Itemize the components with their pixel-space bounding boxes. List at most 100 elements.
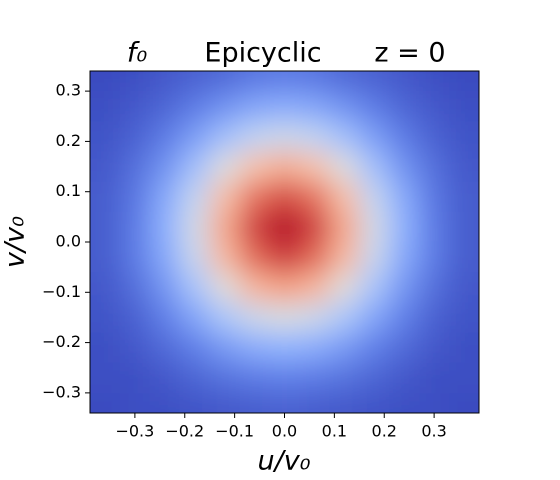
heatmap-cell [90, 392, 121, 413]
heatmap-cell [329, 392, 360, 413]
heatmap-cell [239, 272, 271, 303]
heatmap-cell [389, 362, 420, 394]
heatmap-cell [329, 181, 360, 213]
heatmap-cell [119, 362, 151, 394]
x-tick-label: 0.0 [272, 422, 297, 441]
heatmap-cell [299, 211, 330, 243]
heatmap-cell [179, 362, 211, 394]
heatmap-cell [209, 332, 241, 364]
heatmap-cell [269, 332, 300, 364]
y-tick-label: 0.2 [56, 131, 81, 150]
heatmap-cell [269, 151, 300, 183]
heatmap-cell [209, 151, 241, 183]
heatmap-cell [90, 332, 121, 364]
heatmap-cell [119, 332, 151, 364]
heatmap-cell [389, 121, 420, 152]
x-tick-label: −0.3 [115, 422, 154, 441]
heatmap-cell [329, 302, 360, 334]
x-tick-label: −0.2 [165, 422, 204, 441]
heatmap-cell [239, 71, 271, 92]
heatmap-cell [359, 91, 390, 122]
heatmap-cell [359, 302, 390, 334]
heatmap-cell [329, 121, 360, 152]
title-left: f₀ [127, 38, 148, 69]
heatmap-cell [239, 211, 271, 243]
heatmap-cell [389, 242, 420, 273]
heatmap-cell [389, 91, 420, 122]
heatmap-cell [149, 272, 181, 303]
heatmap-cell [449, 181, 479, 213]
heatmap-cell [179, 181, 211, 213]
heatmap-cell [449, 272, 479, 303]
heatmap-cell [329, 272, 360, 303]
heatmap-cell [179, 151, 211, 183]
heatmap-cell [449, 242, 479, 273]
heatmap-cell [419, 181, 450, 213]
heatmap-cell [179, 211, 211, 243]
heatmap-cell [149, 91, 181, 122]
y-tick-label: −0.1 [42, 282, 81, 301]
heatmap-cell [359, 332, 390, 364]
heatmap-cell [149, 71, 181, 92]
heatmap-cell [209, 272, 241, 303]
y-axis-label: v/v₀ [0, 216, 31, 268]
title-right: z = 0 [374, 38, 445, 69]
heatmap-cell [119, 211, 151, 243]
x-tick-label: 0.2 [372, 422, 397, 441]
heatmap-cell [179, 91, 211, 122]
y-tick-label: 0.1 [56, 181, 81, 200]
heatmap-cell [419, 211, 450, 243]
heatmap-cell [449, 151, 479, 183]
heatmap-cell [239, 332, 271, 364]
heatmap [90, 71, 479, 413]
heatmap-cell [419, 71, 450, 92]
heatmap-cell [449, 211, 479, 243]
heatmap-cell [179, 121, 211, 152]
heatmap-cell [269, 121, 300, 152]
heatmap-cell [90, 71, 121, 92]
heatmap-cell [119, 392, 151, 413]
heatmap-cell [449, 332, 479, 364]
heatmap-cell [119, 272, 151, 303]
heatmap-cell [179, 302, 211, 334]
heatmap-cell [209, 302, 241, 334]
heatmap-cell [419, 91, 450, 122]
heatmap-cell [149, 302, 181, 334]
heatmap-cell [179, 242, 211, 273]
heatmap-cell [299, 272, 330, 303]
heatmap-cell [389, 181, 420, 213]
heatmap-cell [209, 91, 241, 122]
title-center: Epicyclic [204, 38, 321, 69]
heatmap-cell [329, 242, 360, 273]
y-tick-label: −0.3 [42, 382, 81, 401]
heatmap-cell [90, 91, 121, 122]
heatmap-cell [449, 302, 479, 334]
heatmap-cell [209, 211, 241, 243]
heatmap-cell [299, 181, 330, 213]
heatmap-cell [329, 91, 360, 122]
heatmap-cell [389, 272, 420, 303]
heatmap-cell [90, 302, 121, 334]
heatmap-cell [299, 332, 330, 364]
plot-area [90, 71, 479, 413]
heatmap-cell [149, 151, 181, 183]
heatmap-cell [90, 211, 121, 243]
heatmap-cell [299, 392, 330, 413]
heatmap-cell [389, 302, 420, 334]
heatmap-cell [269, 211, 300, 243]
heatmap-cell [359, 242, 390, 273]
heatmap-cell [90, 362, 121, 394]
heatmap-cell [449, 91, 479, 122]
heatmap-cell [119, 181, 151, 213]
heatmap-cell [299, 91, 330, 122]
x-tick-label: 0.1 [322, 422, 347, 441]
heatmap-cell [329, 362, 360, 394]
heatmap-cell [119, 91, 151, 122]
heatmap-cell [359, 181, 390, 213]
heatmap-cell [299, 151, 330, 183]
heatmap-cell [359, 151, 390, 183]
y-tick-label: −0.2 [42, 332, 81, 351]
heatmap-cell [209, 181, 241, 213]
heatmap-cell [209, 362, 241, 394]
heatmap-cell [119, 151, 151, 183]
